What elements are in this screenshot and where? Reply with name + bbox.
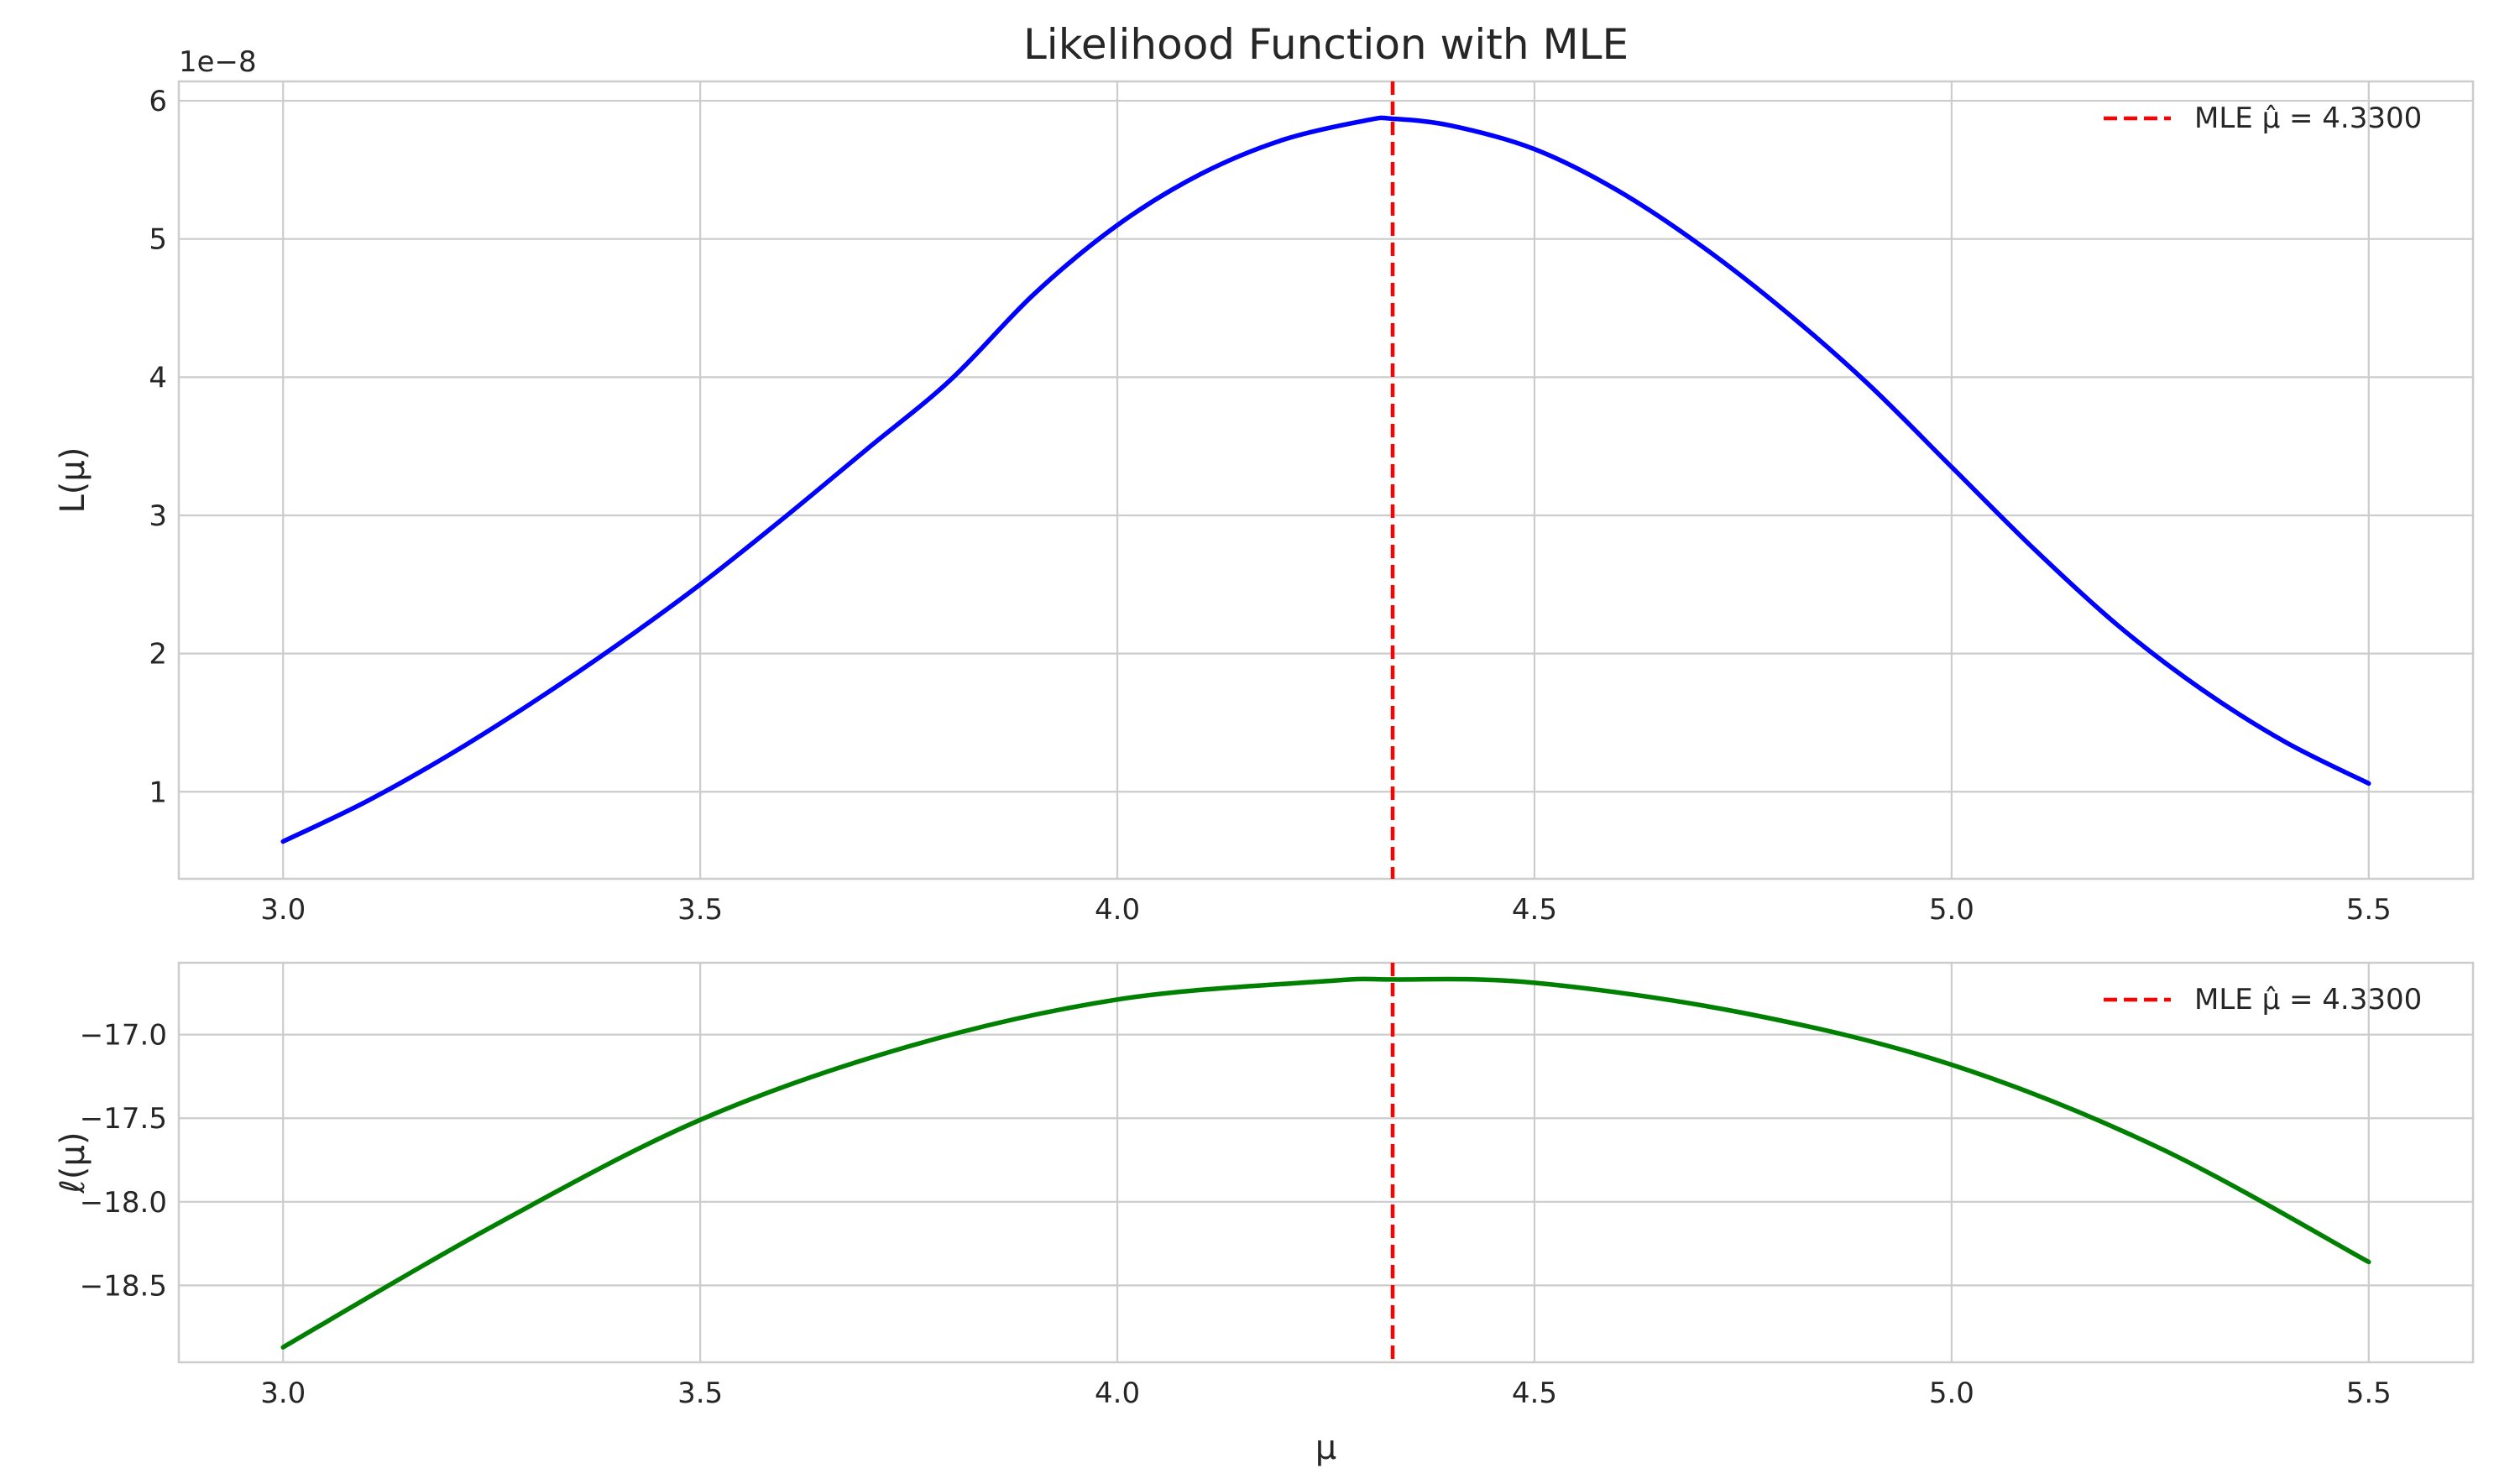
likelihood-line <box>280 115 2371 844</box>
x-tick-label: 5.5 <box>2346 1377 2392 1410</box>
x-tick-label: 5.0 <box>1929 893 1974 927</box>
y-tick-label: 5 <box>149 223 167 257</box>
x-tick-label: 4.5 <box>1512 893 1557 927</box>
legend-label: MLE μ̂ = 4.3300 <box>2194 983 2422 1016</box>
y-offset-text: 1e−8 <box>179 45 257 79</box>
panel-2: 3.0 3.5 4.0 4.5 5.0 5.5 −18.5 −18.0 −17.5 −17.0 ℓ(… <box>54 961 2475 1467</box>
y-tick-label: 1 <box>149 776 167 809</box>
y-tick-label: 4 <box>149 361 167 395</box>
y-tick-label: −18.5 <box>80 1269 167 1303</box>
axes-frame <box>177 961 2475 1364</box>
log-likelihood-line <box>280 976 2371 1350</box>
chart-title: Likelihood Function with MLE <box>1023 20 1629 69</box>
x-tick-label: 4.0 <box>1095 1377 1140 1410</box>
x-tick-label: 3.0 <box>260 1377 306 1410</box>
y-axis-label: L(μ) <box>54 447 92 514</box>
x-axis-label: μ <box>1315 1429 1336 1467</box>
x-tick-label: 5.0 <box>1929 1377 1974 1410</box>
x-tick-label: 5.5 <box>2346 893 2392 927</box>
x-tick-label: 4.0 <box>1095 893 1140 927</box>
x-tick-label: 3.5 <box>677 893 723 927</box>
y-tick-label: −17.5 <box>80 1102 167 1136</box>
y-tick-label: 6 <box>149 85 167 118</box>
x-tick-label: 4.5 <box>1512 1377 1557 1410</box>
x-tick-label: 3.5 <box>677 1377 723 1410</box>
panel-1: 3.0 3.5 4.0 4.5 5.0 5.5 1 2 3 4 5 6 1e−8 Likelihood F… <box>54 20 2475 927</box>
y-axis-label: ℓ(μ) <box>54 1131 92 1194</box>
legend-label: MLE μ̂ = 4.3300 <box>2194 102 2422 135</box>
y-tick-label: −17.0 <box>80 1019 167 1053</box>
y-tick-label: 2 <box>149 638 167 671</box>
y-tick-label: 3 <box>149 499 167 533</box>
axes-frame <box>177 80 2475 880</box>
y-tick-label: −18.0 <box>80 1186 167 1220</box>
x-tick-label: 3.0 <box>260 893 306 927</box>
